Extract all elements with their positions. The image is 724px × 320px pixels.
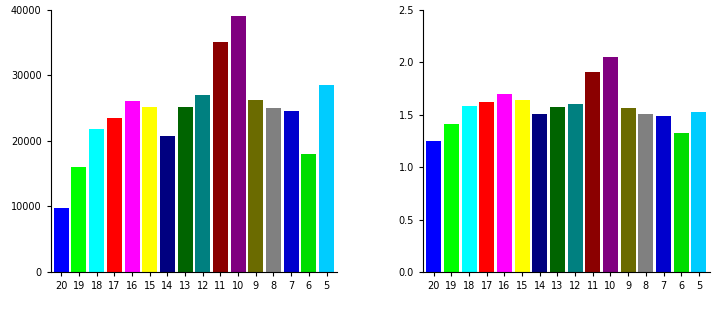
Bar xyxy=(691,112,707,272)
Bar xyxy=(301,154,316,272)
Bar xyxy=(89,129,104,272)
Bar xyxy=(532,114,547,272)
Bar xyxy=(444,124,459,272)
Bar xyxy=(639,114,653,272)
Bar xyxy=(107,118,122,272)
Bar xyxy=(603,57,618,272)
Bar xyxy=(568,104,583,272)
Bar xyxy=(656,116,671,272)
Bar xyxy=(177,107,193,272)
Bar xyxy=(213,42,228,272)
Bar xyxy=(461,106,476,272)
Bar xyxy=(142,107,157,272)
Bar xyxy=(550,107,565,272)
Bar xyxy=(266,108,281,272)
Bar xyxy=(195,95,210,272)
Bar xyxy=(585,72,600,272)
Bar xyxy=(248,100,264,272)
Bar xyxy=(674,133,689,272)
Bar xyxy=(497,93,512,272)
Bar xyxy=(54,208,69,272)
Bar xyxy=(319,85,334,272)
Bar xyxy=(72,167,86,272)
Bar xyxy=(125,101,140,272)
Bar xyxy=(426,141,441,272)
Bar xyxy=(515,100,529,272)
Bar xyxy=(479,102,494,272)
Bar xyxy=(231,16,245,272)
Bar xyxy=(620,108,636,272)
Bar xyxy=(284,111,299,272)
Bar xyxy=(160,136,175,272)
